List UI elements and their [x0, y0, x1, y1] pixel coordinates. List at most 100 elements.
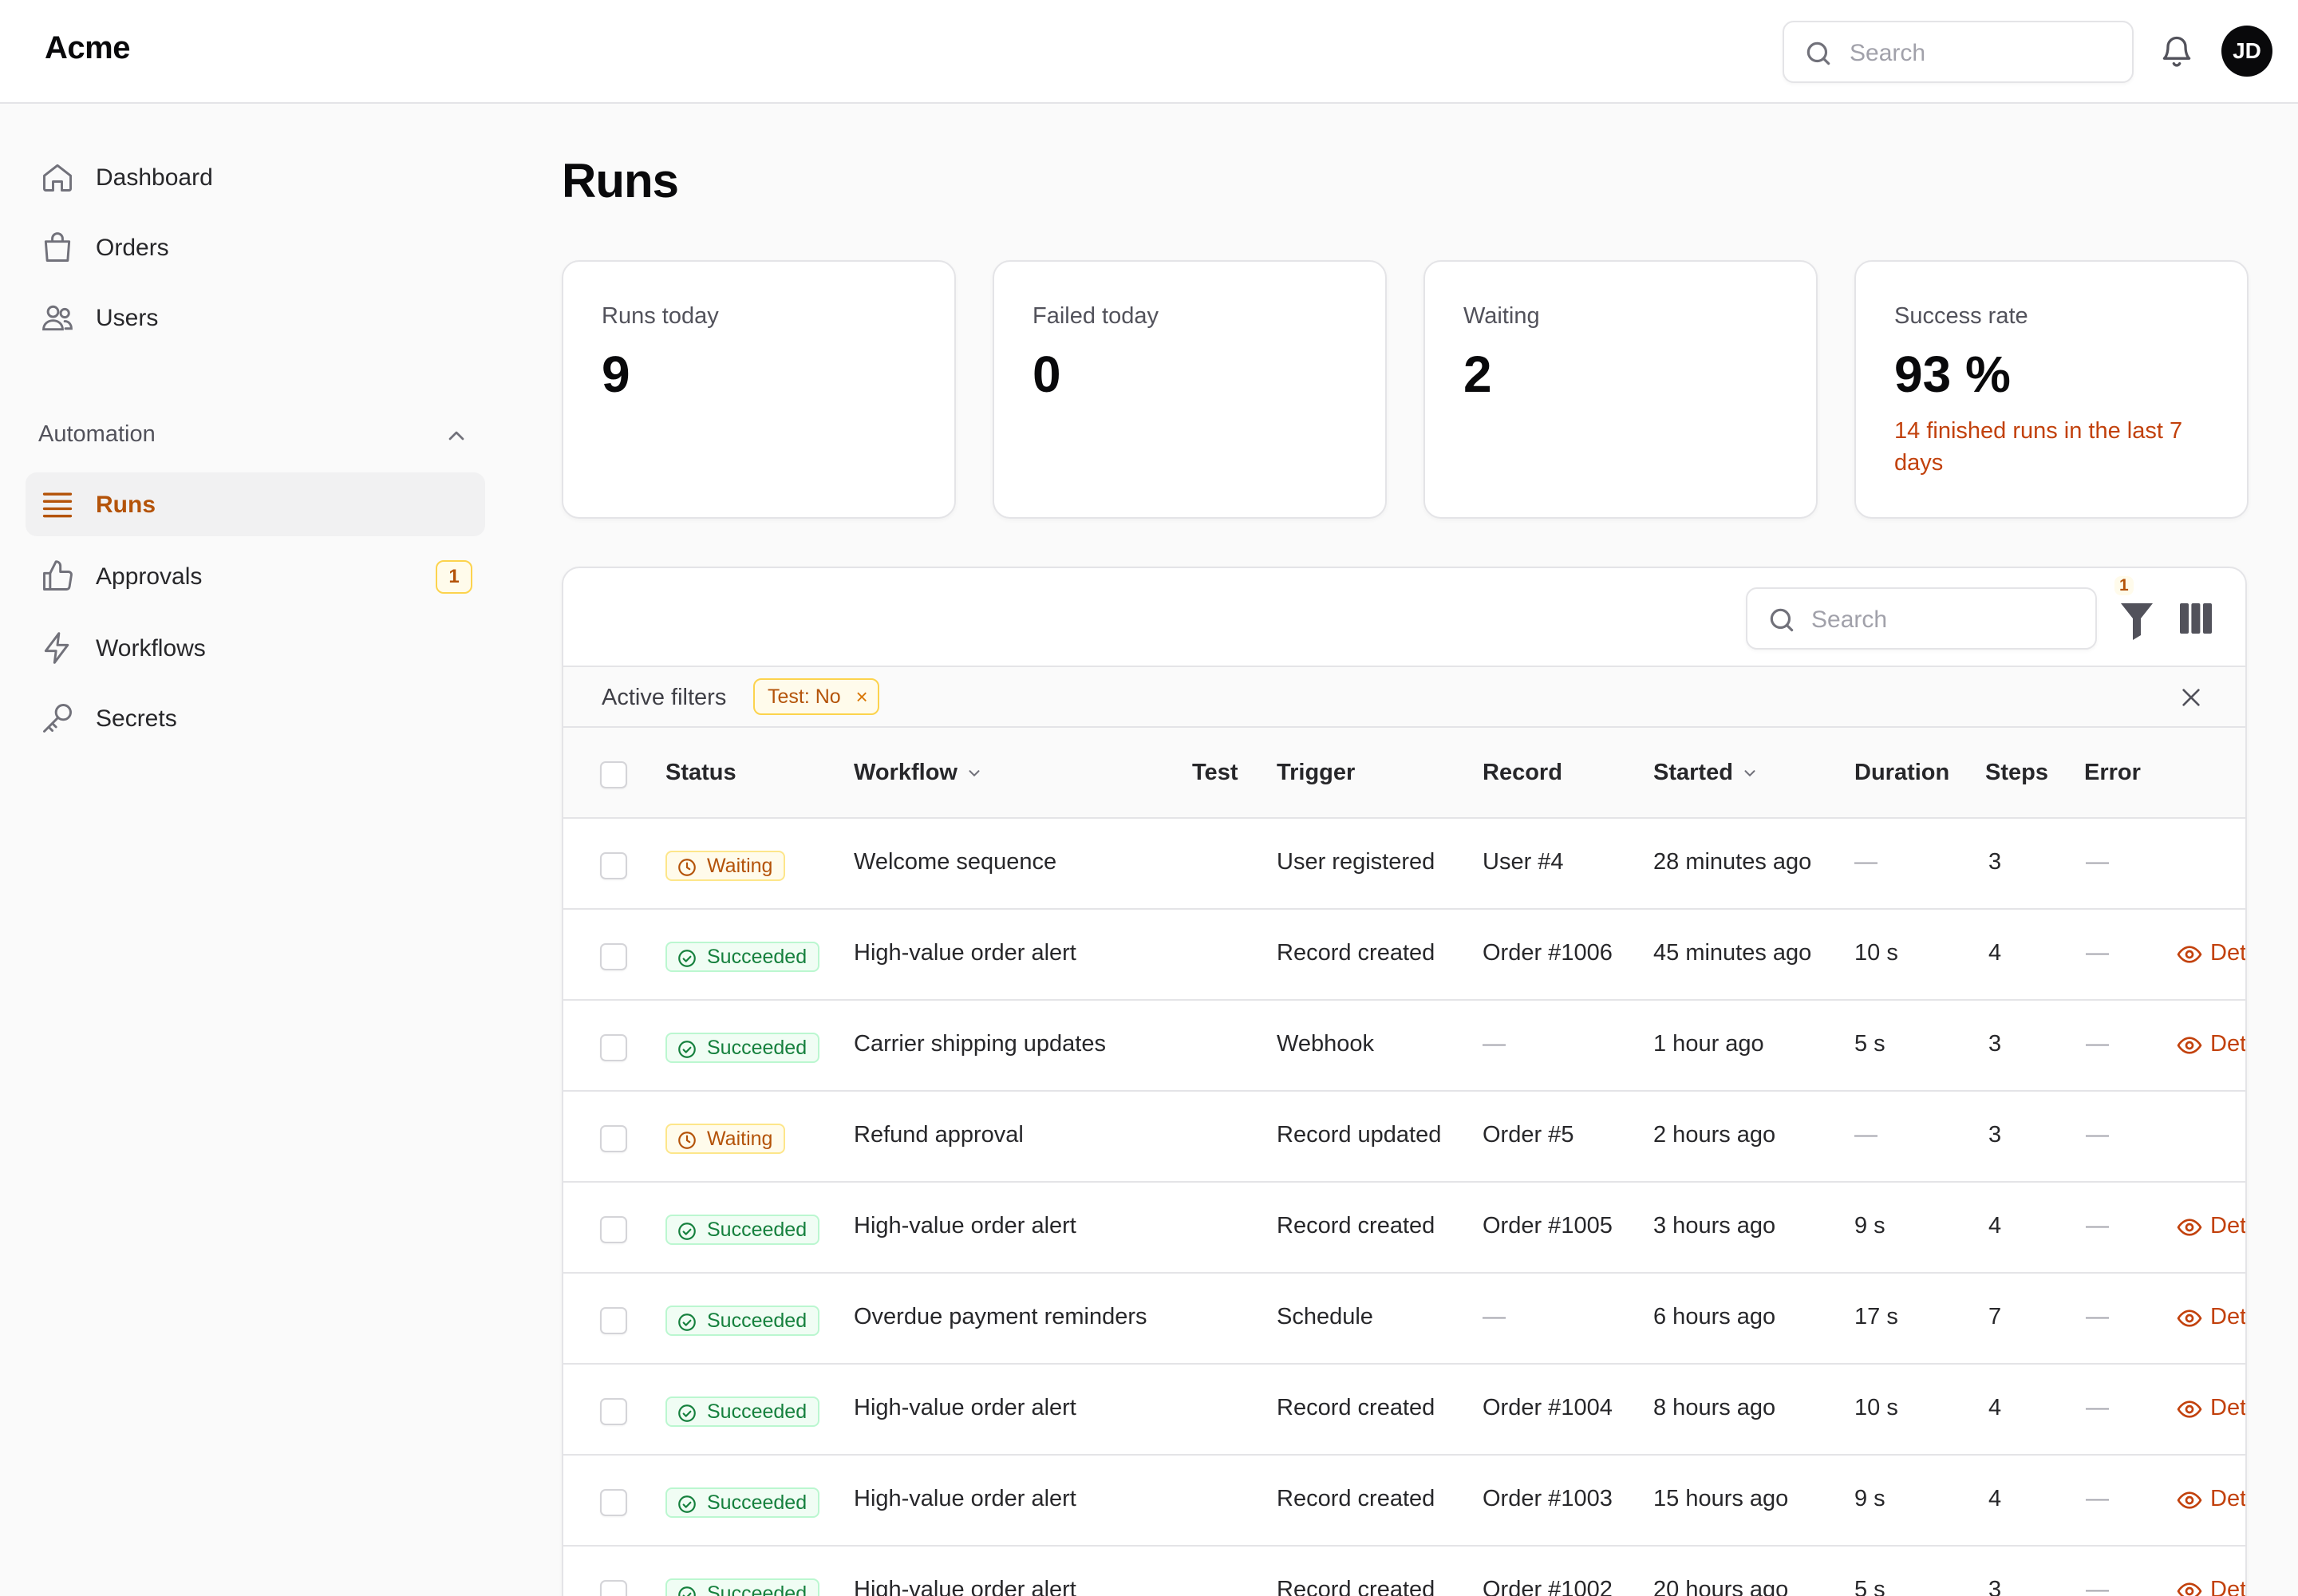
- clear-filters-icon[interactable]: [2178, 685, 2204, 710]
- global-search-input[interactable]: Search: [1783, 21, 2134, 83]
- filter-count-badge: 1: [2114, 576, 2134, 595]
- column-header-started[interactable]: Started: [1653, 760, 1759, 786]
- workflow-cell[interactable]: Overdue payment reminders: [854, 1304, 1147, 1329]
- sidebar-item-users[interactable]: Users: [26, 286, 485, 350]
- workflow-cell[interactable]: High-value order alert: [854, 1395, 1076, 1420]
- workflow-cell[interactable]: Refund approval: [854, 1122, 1024, 1148]
- check-circle-icon: [678, 1404, 696, 1422]
- sidebar-item-dashboard[interactable]: Dashboard: [26, 145, 485, 209]
- workflow-cell[interactable]: High-value order alert: [854, 1213, 1076, 1238]
- record-cell[interactable]: Order #1003: [1483, 1486, 1613, 1511]
- table-row[interactable]: Succeeded Overdue payment reminders Schedu…: [563, 1274, 2245, 1365]
- brand-logo[interactable]: Acme: [45, 30, 130, 65]
- remove-filter-icon[interactable]: ×: [855, 685, 868, 709]
- column-header-duration[interactable]: Duration: [1854, 760, 1950, 785]
- workflow-cell[interactable]: High-value order alert: [854, 940, 1076, 966]
- duration-cell: —: [1854, 849, 1877, 875]
- row-checkbox[interactable]: [600, 943, 627, 970]
- bell-icon[interactable]: [2159, 32, 2194, 70]
- table-row[interactable]: Succeeded High-value order alert Record cr…: [563, 1183, 2245, 1274]
- record-cell[interactable]: Order #1002: [1483, 1577, 1613, 1596]
- record-cell[interactable]: Order #1006: [1483, 940, 1613, 966]
- record-cell[interactable]: Order #1005: [1483, 1213, 1613, 1238]
- sidebar-item-orders[interactable]: Orders: [26, 215, 485, 279]
- top-bar: Acme Search JD: [0, 0, 2298, 104]
- column-header-error[interactable]: Error: [2084, 760, 2141, 785]
- stat-label: Runs today: [602, 303, 719, 329]
- column-header-trigger[interactable]: Trigger: [1277, 760, 1356, 785]
- row-checkbox[interactable]: [600, 1034, 627, 1061]
- stat-label: Success rate: [1894, 303, 2028, 329]
- columns-icon[interactable]: [2180, 603, 2212, 634]
- details-link[interactable]: Details: [2177, 940, 2245, 966]
- record-cell: —: [1483, 1031, 1506, 1057]
- column-header-steps[interactable]: Steps: [1985, 760, 2048, 785]
- table-row[interactable]: Waiting Welcome sequence User registered Us…: [563, 819, 2245, 910]
- started-cell: 6 hours ago: [1653, 1304, 1776, 1329]
- table-row[interactable]: Succeeded High-value order alert Record cr…: [563, 1547, 2247, 1596]
- error-cell: —: [2086, 1486, 2109, 1511]
- status-label: Waiting: [707, 1128, 773, 1150]
- details-link[interactable]: Details: [2177, 1577, 2247, 1596]
- workflow-cell[interactable]: Carrier shipping updates: [854, 1031, 1106, 1057]
- steps-cell: 3: [1988, 849, 2002, 875]
- column-header-workflow[interactable]: Workflow: [854, 760, 983, 786]
- error-cell: —: [2086, 940, 2109, 966]
- workflow-cell[interactable]: High-value order alert: [854, 1577, 1076, 1596]
- details-link[interactable]: Details: [2177, 1031, 2245, 1057]
- row-checkbox[interactable]: [600, 852, 627, 879]
- row-checkbox[interactable]: [600, 1125, 627, 1152]
- duration-cell: 5 s: [1854, 1031, 1885, 1057]
- details-link[interactable]: Details: [2177, 1395, 2245, 1421]
- filter-chip-test[interactable]: Test: No ×: [753, 678, 879, 715]
- row-checkbox[interactable]: [600, 1580, 627, 1596]
- column-header-record[interactable]: Record: [1483, 760, 1562, 785]
- details-link[interactable]: Details: [2177, 1486, 2245, 1512]
- details-link[interactable]: Details: [2177, 1304, 2245, 1330]
- row-checkbox[interactable]: [600, 1307, 627, 1334]
- status-badge: Succeeded: [665, 942, 820, 972]
- record-cell: —: [1483, 1304, 1506, 1329]
- sidebar-item-label: Dashboard: [96, 164, 213, 191]
- details-link[interactable]: Details: [2177, 1213, 2245, 1239]
- row-checkbox[interactable]: [600, 1489, 627, 1516]
- table-row[interactable]: Succeeded Carrier shipping updates Webhook…: [563, 1001, 2245, 1092]
- error-cell: —: [2086, 1304, 2109, 1329]
- chevron-up-icon[interactable]: [444, 423, 469, 448]
- duration-cell: 10 s: [1854, 1395, 1898, 1420]
- workflow-cell[interactable]: Welcome sequence: [854, 849, 1057, 875]
- workflow-cell[interactable]: High-value order alert: [854, 1486, 1076, 1511]
- details-label: Details: [2210, 1577, 2247, 1596]
- filter-chip-label: Test: No: [768, 685, 841, 708]
- list-icon: [42, 492, 73, 518]
- record-cell[interactable]: Order #1004: [1483, 1395, 1613, 1420]
- sidebar-item-secrets[interactable]: Secrets: [26, 686, 485, 750]
- table-row[interactable]: Waiting Refund approval Record updated Orde…: [563, 1092, 2245, 1183]
- sidebar-item-workflows[interactable]: Workflows: [26, 616, 485, 680]
- stat-value: 0: [1033, 346, 1061, 403]
- started-cell: 15 hours ago: [1653, 1486, 1789, 1511]
- column-header-status[interactable]: Status: [665, 760, 736, 785]
- table-row[interactable]: Succeeded High-value order alert Record cr…: [563, 1365, 2245, 1456]
- search-icon: [1770, 608, 1794, 632]
- check-circle-icon: [678, 1314, 696, 1331]
- table-row[interactable]: Succeeded High-value order alert Record cr…: [563, 910, 2245, 1001]
- sidebar-item-approvals[interactable]: Approvals 1: [26, 544, 485, 608]
- row-checkbox[interactable]: [600, 1216, 627, 1243]
- table-search-input[interactable]: Search: [1746, 587, 2097, 650]
- filter-icon[interactable]: [2119, 597, 2154, 642]
- record-cell[interactable]: User #4: [1483, 849, 1564, 875]
- stat-label: Waiting: [1463, 303, 1540, 329]
- record-cell[interactable]: Order #5: [1483, 1122, 1574, 1148]
- status-badge: Succeeded: [665, 1306, 820, 1336]
- sidebar-group-automation[interactable]: Automation: [38, 421, 156, 447]
- table-row[interactable]: Succeeded High-value order alert Record cr…: [563, 1456, 2245, 1547]
- column-header-test[interactable]: Test: [1192, 760, 1238, 785]
- select-all-checkbox[interactable]: [600, 761, 627, 788]
- user-avatar[interactable]: JD: [2221, 26, 2272, 77]
- trigger-cell: User registered: [1277, 849, 1435, 875]
- status-badge: Waiting: [665, 1124, 786, 1154]
- row-checkbox[interactable]: [600, 1398, 627, 1425]
- sidebar-item-runs[interactable]: Runs: [26, 472, 485, 536]
- started-cell: 28 minutes ago: [1653, 849, 1812, 875]
